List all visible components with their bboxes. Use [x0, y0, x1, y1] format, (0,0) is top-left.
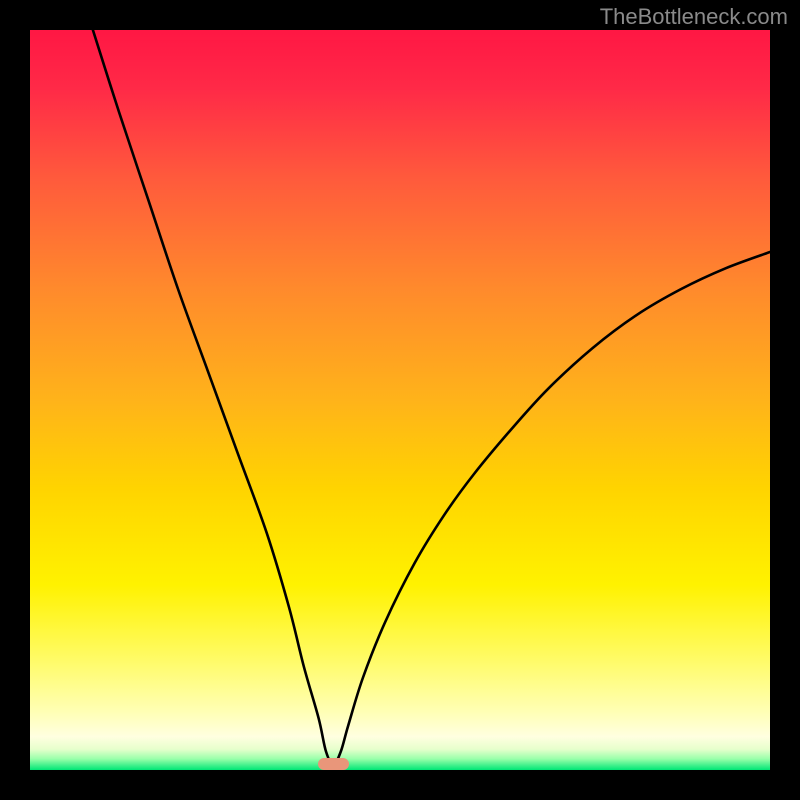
chart-canvas: TheBottleneck.com [0, 0, 800, 800]
curve-path [93, 30, 770, 765]
plot-area [30, 30, 770, 770]
bottleneck-curve [30, 30, 770, 770]
watermark-text: TheBottleneck.com [600, 4, 788, 30]
minimum-marker [318, 758, 349, 770]
